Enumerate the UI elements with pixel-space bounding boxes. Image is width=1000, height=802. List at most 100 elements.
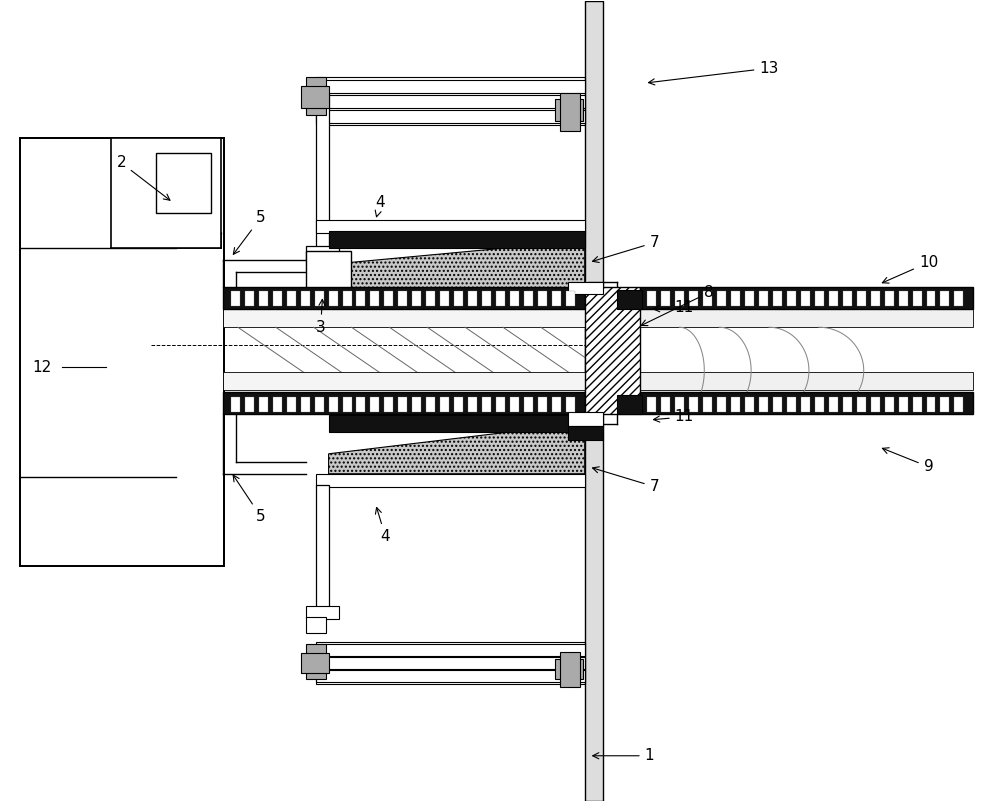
Bar [440, 397, 449, 412]
Bar [316, 670, 585, 682]
Bar [316, 93, 329, 248]
Text: 3: 3 [316, 299, 325, 334]
Bar [273, 291, 282, 306]
Bar [787, 397, 796, 412]
Bar [940, 291, 949, 306]
Text: 2: 2 [117, 156, 170, 200]
Bar [301, 653, 329, 673]
Bar [287, 397, 296, 412]
Text: 5: 5 [233, 210, 266, 254]
Bar [552, 291, 561, 306]
Bar [538, 397, 547, 412]
Bar [259, 397, 268, 412]
Bar [440, 291, 449, 306]
Bar [426, 291, 435, 306]
Bar [871, 291, 880, 306]
Bar [731, 397, 740, 412]
Bar [287, 291, 296, 306]
Bar [468, 291, 477, 306]
Bar [306, 250, 351, 295]
Bar [306, 618, 326, 634]
Text: 1: 1 [593, 748, 654, 764]
Bar [552, 397, 561, 412]
Bar [329, 415, 585, 432]
Bar [496, 397, 505, 412]
Text: 10: 10 [882, 255, 938, 283]
Text: 4: 4 [375, 195, 385, 217]
Bar [454, 397, 463, 412]
Bar [689, 291, 698, 306]
Bar [316, 642, 585, 684]
Bar [647, 291, 656, 306]
Text: 12: 12 [32, 359, 51, 375]
Bar [306, 245, 339, 261]
Bar [316, 474, 585, 487]
Bar [815, 397, 824, 412]
Bar [156, 153, 211, 213]
Bar [773, 397, 782, 412]
Bar [245, 291, 254, 306]
Bar [356, 397, 365, 412]
Bar [927, 291, 935, 306]
Bar [370, 291, 379, 306]
Bar [306, 77, 326, 115]
Bar [871, 397, 880, 412]
Bar [899, 291, 908, 306]
Bar [913, 291, 922, 306]
Bar [731, 291, 740, 306]
Bar [759, 291, 768, 306]
Polygon shape [329, 248, 585, 293]
Bar [568, 426, 603, 439]
Polygon shape [329, 432, 585, 474]
Bar [223, 310, 585, 327]
Bar [231, 291, 240, 306]
Bar [510, 397, 519, 412]
Bar [954, 291, 963, 306]
Bar [370, 397, 379, 412]
Bar [829, 291, 838, 306]
Bar [640, 392, 973, 414]
Bar [566, 291, 575, 306]
Bar [412, 291, 421, 306]
Bar [568, 282, 603, 294]
Bar [343, 291, 352, 306]
Bar [885, 291, 894, 306]
Bar [301, 397, 310, 412]
Bar [801, 397, 810, 412]
Bar [801, 291, 810, 306]
Bar [647, 397, 656, 412]
Bar [640, 310, 973, 327]
Bar [231, 397, 240, 412]
Text: 13: 13 [648, 61, 779, 85]
Bar [412, 397, 421, 412]
Bar [329, 291, 338, 306]
Bar [857, 397, 866, 412]
Bar [111, 138, 221, 248]
Bar [306, 606, 339, 619]
Bar [745, 397, 754, 412]
Bar [398, 397, 407, 412]
Bar [568, 412, 603, 426]
Bar [843, 397, 852, 412]
Bar [555, 99, 583, 121]
Bar [675, 291, 684, 306]
Bar [745, 291, 754, 306]
Bar [316, 80, 585, 93]
Bar [913, 397, 922, 412]
Bar [585, 2, 603, 800]
Bar [20, 138, 224, 566]
Bar [343, 397, 352, 412]
Text: 5: 5 [233, 475, 266, 524]
Bar [482, 397, 491, 412]
Bar [538, 291, 547, 306]
Bar [843, 291, 852, 306]
Bar [398, 291, 407, 306]
Bar [315, 291, 324, 306]
Text: 8: 8 [641, 285, 714, 326]
Bar [316, 220, 585, 233]
Bar [787, 291, 796, 306]
Bar [815, 291, 824, 306]
Bar [524, 291, 533, 306]
Text: 11: 11 [653, 410, 694, 424]
Bar [857, 291, 866, 306]
